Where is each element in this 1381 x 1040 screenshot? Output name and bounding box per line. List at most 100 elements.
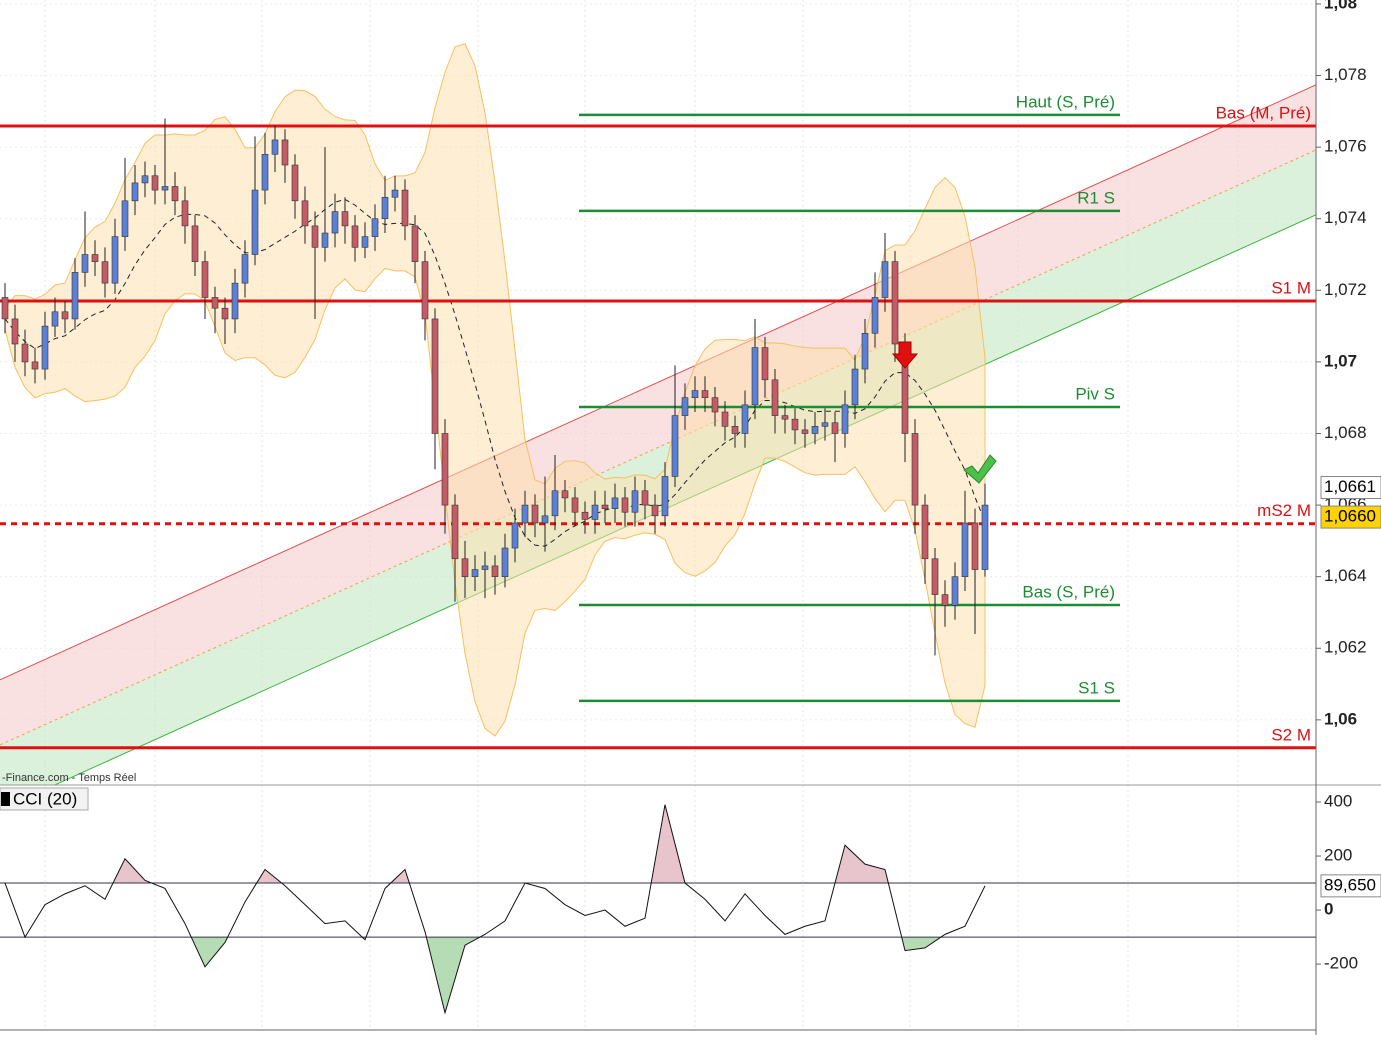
candle-body bbox=[291, 164, 299, 202]
indicator-box bbox=[0, 787, 89, 811]
buy-check bbox=[963, 454, 997, 484]
candle-body bbox=[91, 254, 99, 262]
candle-body bbox=[41, 325, 49, 370]
y-tick-label: 1,062 bbox=[1324, 638, 1367, 657]
level-label: Haut (S, Pré) bbox=[1016, 92, 1115, 111]
candle-body bbox=[981, 504, 989, 570]
candle-body bbox=[681, 397, 689, 416]
candle-body bbox=[841, 404, 849, 434]
indicator-swatch bbox=[1, 792, 10, 806]
y-tick-label: 1,074 bbox=[1324, 208, 1367, 227]
channel-lower-zone bbox=[0, 149, 1316, 785]
y-tick-label: 1,064 bbox=[1324, 566, 1367, 585]
candle-body bbox=[391, 189, 399, 198]
level-label: Bas (S, Pré) bbox=[1022, 582, 1115, 601]
candle-body bbox=[111, 236, 119, 284]
candle-body bbox=[781, 415, 789, 420]
axes: 1,061,0621,0641,0661,0681,071,0721,0741,… bbox=[1316, 0, 1381, 973]
candle-body bbox=[361, 236, 369, 248]
candle-body bbox=[821, 422, 829, 427]
candle-body bbox=[551, 490, 559, 517]
candle-body bbox=[521, 504, 529, 524]
candle-body bbox=[301, 200, 309, 227]
cci-value-label: 89,650 bbox=[1324, 875, 1376, 894]
price-panel: Haut (S, Pré) Bas (M, Pré) R1 S S1 M Piv S mS… bbox=[0, 3, 1316, 785]
level-label: S1 S bbox=[1078, 678, 1115, 697]
candle-body bbox=[401, 189, 409, 227]
candle-body bbox=[381, 196, 389, 220]
candle-body bbox=[561, 490, 569, 499]
level-label: S1 M bbox=[1271, 279, 1311, 298]
candle-body bbox=[191, 225, 199, 262]
candle-body bbox=[541, 515, 549, 524]
candle-body bbox=[931, 558, 939, 595]
candle-body bbox=[351, 225, 359, 248]
candle-body bbox=[801, 429, 809, 434]
cci-tick-label: 400 bbox=[1324, 792, 1352, 811]
candle-body bbox=[711, 397, 719, 413]
y-tick-label: 1,08 bbox=[1324, 0, 1357, 12]
candle-body bbox=[71, 272, 79, 320]
level-label: Piv S bbox=[1075, 384, 1115, 403]
candle-body bbox=[511, 522, 519, 549]
candle-body bbox=[881, 261, 889, 298]
candle-body bbox=[181, 200, 189, 227]
candle-body bbox=[851, 368, 859, 406]
candle-body bbox=[761, 347, 769, 381]
candle-body bbox=[451, 504, 459, 560]
cci-tick-label: -200 bbox=[1324, 954, 1358, 973]
y-tick-label: 1,068 bbox=[1324, 423, 1367, 442]
candle-body bbox=[211, 297, 219, 309]
candle-body bbox=[741, 404, 749, 434]
candle-body bbox=[721, 411, 729, 427]
level-label: R1 S bbox=[1077, 188, 1115, 207]
candle-body bbox=[701, 390, 709, 398]
bollinger-band bbox=[4, 43, 986, 737]
price-label: 1,0660 bbox=[1324, 507, 1376, 526]
candle-body bbox=[731, 426, 739, 434]
y-tick-label: 1,078 bbox=[1324, 65, 1367, 84]
indicator-title: CCI (20) bbox=[13, 789, 77, 808]
candle-body bbox=[581, 511, 589, 520]
cci-tick-label: 0 bbox=[1324, 900, 1333, 919]
y-tick-label: 1,072 bbox=[1324, 280, 1367, 299]
candle-body bbox=[21, 343, 29, 363]
candle-body bbox=[411, 225, 419, 262]
candle-body bbox=[1, 297, 9, 320]
candle-body bbox=[141, 175, 149, 184]
candle-body bbox=[221, 307, 229, 320]
channel-upper bbox=[0, 84, 1316, 681]
candle-body bbox=[631, 490, 639, 513]
candle-body bbox=[421, 261, 429, 320]
cci-value-box bbox=[1320, 874, 1381, 898]
candle-body bbox=[81, 254, 89, 273]
cci-line bbox=[4, 804, 986, 1015]
candle-body bbox=[61, 311, 69, 320]
candle-body bbox=[101, 261, 109, 284]
channel-middle bbox=[0, 149, 1316, 746]
candle-body bbox=[861, 332, 869, 370]
candle-body bbox=[641, 490, 649, 506]
candle-body bbox=[151, 175, 159, 191]
level-label: mS2 M bbox=[1257, 501, 1311, 520]
candle-body bbox=[171, 186, 179, 202]
candle-body bbox=[251, 189, 259, 255]
candle-body bbox=[501, 547, 509, 577]
candle-body bbox=[591, 504, 599, 520]
candle-body bbox=[51, 311, 59, 327]
level-label: Bas (M, Pré) bbox=[1216, 103, 1311, 122]
candle-body bbox=[281, 139, 289, 166]
price-label-box bbox=[1320, 505, 1381, 529]
price-label: 1,0661 bbox=[1324, 477, 1376, 496]
candle-body bbox=[961, 522, 969, 577]
candle-body bbox=[661, 476, 669, 517]
candle-body bbox=[791, 418, 799, 431]
y-tick-label: 1,076 bbox=[1324, 137, 1367, 156]
candle-body bbox=[971, 522, 979, 570]
candle-body bbox=[621, 497, 629, 513]
candle-body bbox=[531, 504, 539, 524]
cci-panel bbox=[0, 804, 1316, 1015]
price-label-box bbox=[1320, 475, 1381, 499]
candle-body bbox=[341, 211, 349, 227]
